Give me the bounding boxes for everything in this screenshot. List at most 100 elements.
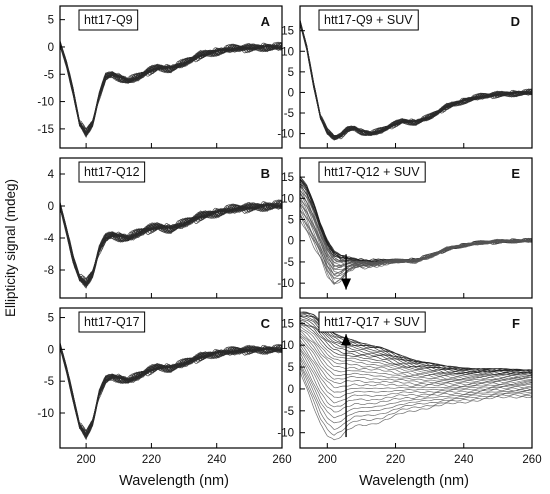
spectrum-line — [60, 201, 282, 285]
panel-c: 5 0 -5 -10 200 220 240 260 htt17-Q17 C — [37, 307, 292, 466]
panel-title-box: htt17-Q17 — [78, 311, 146, 333]
spectrum-line — [300, 215, 532, 286]
spectrum-line — [300, 219, 532, 285]
spectra-traces — [60, 342, 282, 441]
spectrum-line — [60, 40, 282, 135]
spectrum-line — [300, 178, 532, 263]
y-tick-label: -10 — [277, 129, 294, 141]
spectrum-line — [300, 349, 532, 404]
y-tick-label: -15 — [37, 124, 54, 136]
x-tick-label: 260 — [272, 454, 291, 466]
panel-title-box: htt17-Q17 + SUV — [318, 311, 426, 333]
y-tick-label: -5 — [284, 108, 294, 120]
y-tick-label: -5 — [44, 69, 54, 81]
panel-title-box: htt17-Q9 — [78, 9, 139, 31]
panel-title: htt17-Q17 — [84, 315, 140, 329]
spectrum-line — [300, 347, 532, 398]
y-tick-label: -10 — [37, 97, 54, 109]
spectrum-line — [300, 358, 532, 419]
spectrum-line — [300, 21, 532, 137]
spectrum-line — [300, 215, 532, 284]
panel-title: htt17-Q17 + SUV — [324, 315, 420, 329]
spectrum-line — [300, 178, 532, 264]
plot-frame — [299, 307, 533, 449]
spectra-traces — [60, 199, 282, 289]
spectrum-line — [300, 20, 532, 138]
spectrum-line — [60, 345, 282, 440]
spectrum-line — [300, 23, 532, 140]
spectrum-line — [60, 43, 282, 138]
spectrum-line — [300, 209, 532, 277]
y-tick-label: -10 — [277, 278, 294, 290]
spectrum-line — [300, 313, 532, 372]
panel-title: htt17-Q9 + SUV — [324, 13, 413, 27]
y-tick-label: -8 — [44, 265, 54, 277]
y-tick-label: 0 — [48, 201, 54, 213]
arrow-head — [341, 278, 352, 290]
y-tick-label: 0 — [48, 344, 54, 356]
panel-d: 15 10 5 0 -5 -10 htt17-Q9 + SUV D — [277, 5, 533, 149]
y-tick-label: 5 — [288, 67, 294, 79]
spectrum-line — [300, 210, 532, 279]
x-tick-label: 240 — [207, 454, 226, 466]
spectrum-line — [300, 365, 532, 430]
y-tick-label: 15 — [281, 172, 294, 184]
y-tick-label: -5 — [284, 257, 294, 269]
spectrum-line — [300, 213, 532, 280]
spectrum-line — [300, 19, 532, 140]
plot-frame — [59, 157, 283, 299]
spectrum-line — [300, 316, 532, 373]
panel-title: htt17-Q12 + SUV — [324, 165, 420, 179]
spectrum-line — [60, 202, 282, 284]
spectrum-line — [300, 179, 532, 263]
spectrum-line — [60, 41, 282, 129]
panel-f: 15 10 5 0 -5 -10 200 220 240 260 htt17-Q17 + SUV F — [277, 307, 542, 466]
panel-title-box: htt17-Q9 + SUV — [318, 9, 419, 31]
y-tick-label: -10 — [277, 428, 294, 440]
spectrum-line — [60, 42, 282, 130]
y-tick-label: 0 — [288, 236, 294, 248]
spectrum-line — [300, 330, 532, 380]
panel-letter: F — [512, 316, 520, 331]
spectrum-line — [300, 178, 532, 263]
y-tick-label: 5 — [288, 362, 294, 374]
spectrum-line — [300, 362, 532, 424]
spectrum-line — [300, 23, 532, 138]
plot-frame — [59, 307, 283, 449]
spectrum-line — [300, 315, 532, 373]
y-tick-label: 15 — [281, 26, 294, 38]
spectrum-line — [300, 320, 532, 375]
spectrum-line — [300, 356, 532, 413]
spectrum-line — [60, 346, 282, 436]
spectrum-line — [300, 324, 532, 377]
panel-title: htt17-Q9 — [84, 13, 133, 27]
x-tick-label: 260 — [522, 454, 541, 466]
spectrum-line — [300, 22, 532, 137]
spectra-traces — [60, 40, 282, 138]
panel-letter: E — [511, 166, 520, 181]
spectrum-line — [300, 23, 532, 138]
spectrum-line — [60, 344, 282, 441]
panel-letter: D — [511, 14, 520, 29]
y-tick-label: 0 — [48, 42, 54, 54]
y-tick-label: -5 — [284, 406, 294, 418]
x-tick-label: 240 — [454, 454, 473, 466]
plot-frame — [59, 5, 283, 149]
spectrum-line — [300, 336, 532, 384]
arrow-head — [341, 334, 352, 346]
spectrum-line — [300, 196, 532, 268]
spectrum-line — [300, 175, 532, 263]
spectrum-line — [300, 176, 532, 263]
panel-b: 4 0 -4 -8 htt17-Q12 B — [44, 157, 283, 299]
spectrum-line — [300, 339, 532, 386]
spectrum-line — [300, 342, 532, 389]
spectrum-line — [300, 185, 532, 263]
spectrum-line — [300, 180, 532, 264]
spectrum-line — [300, 23, 532, 138]
x-tick-label: 200 — [77, 454, 96, 466]
spectrum-line — [300, 344, 532, 393]
y-tick-label: 10 — [281, 340, 294, 352]
x-tick-label: 220 — [142, 454, 161, 466]
y-axis-label: Ellipticity signal (mdeg) — [3, 179, 18, 317]
spectrum-line — [60, 202, 282, 289]
